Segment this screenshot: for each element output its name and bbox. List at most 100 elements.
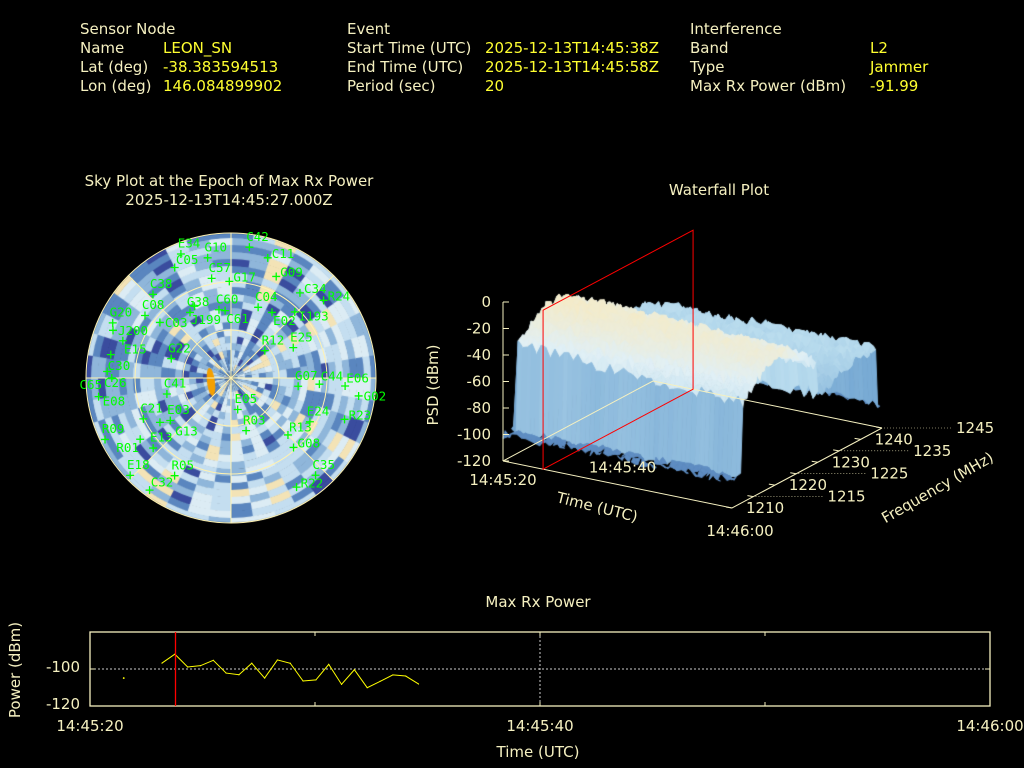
- satellite-label: C42: [246, 229, 269, 244]
- satellite-label: E06: [346, 370, 369, 385]
- power-data-point: [379, 680, 381, 682]
- satellite-c21: C21: [139, 401, 163, 423]
- satellite-c34: C34: [295, 281, 327, 297]
- satellite-j199: J199: [190, 302, 221, 327]
- satellite-c44: C44: [315, 369, 343, 389]
- satellite-c35: C35: [311, 457, 335, 480]
- satellite-c05: C05: [170, 252, 198, 272]
- satellite-g22: G22: [167, 340, 191, 363]
- satellite-plus-icon: [149, 444, 158, 453]
- satellite-label: R13: [289, 419, 312, 434]
- waterfall-xlabel: Time (UTC): [554, 488, 640, 526]
- satellite-plus-icon: [290, 307, 299, 316]
- satellite-c61: C61: [221, 306, 249, 326]
- satellite-plus-icon: [155, 418, 164, 427]
- satellite-label: E08: [103, 393, 126, 408]
- y-tick-label: 1225: [870, 465, 908, 483]
- satellite-label: R24: [328, 289, 351, 304]
- event-title: Event: [347, 20, 390, 38]
- power-data-point: [276, 659, 279, 661]
- type-label: Type: [689, 58, 724, 76]
- x-tick-label: 14:46:00: [706, 522, 773, 540]
- satellite-r13: R13: [283, 419, 312, 439]
- satellite-label: J200: [118, 323, 148, 338]
- power-data-point: [238, 674, 240, 676]
- power-value: -91.99: [870, 77, 918, 95]
- satellite-g20: G20: [108, 305, 132, 327]
- satellite-e24: E24: [305, 403, 330, 426]
- satellite-label: G02: [364, 388, 387, 403]
- header-event: Event Start Time (UTC) 2025-12-13T14:45:…: [347, 20, 659, 95]
- satellite-plus-icon: [289, 343, 298, 352]
- satellite-label: G09: [280, 265, 303, 280]
- band-label: Band: [690, 39, 729, 57]
- satellite-label: I193: [299, 309, 329, 324]
- satellite-label: E24: [307, 403, 330, 418]
- type-value: Jammer: [869, 58, 929, 76]
- lon-value: 146.084899902: [163, 77, 282, 95]
- power-data-point: [289, 662, 291, 664]
- power-data-point: [353, 669, 355, 671]
- power-data-point: [315, 679, 317, 681]
- power-data-point: [340, 683, 343, 685]
- satellite-g02: G02: [354, 388, 387, 403]
- power-chart-title: Max Rx Power: [485, 593, 591, 611]
- satellite-e06: E06: [341, 370, 369, 390]
- satellite-e15: E15: [118, 336, 147, 356]
- y-tick-label: -120: [46, 695, 80, 713]
- satellite-g38: G38: [186, 294, 210, 317]
- satellite-plus-icon: [136, 435, 145, 444]
- satellite-plus-icon: [319, 296, 328, 305]
- satellite-r03: R03: [242, 412, 266, 435]
- satellite-label: G38: [187, 294, 210, 309]
- satellite-plus-icon: [162, 389, 171, 398]
- satellite-plus-icon: [148, 290, 157, 299]
- azimuth-line: [128, 275, 334, 481]
- satellite-plus-icon: [245, 243, 254, 252]
- satellite-j200: J200: [108, 323, 148, 338]
- satellite-label: G17: [233, 270, 256, 285]
- header-interference: Interference Band L2 Type Jammer Max Rx …: [689, 20, 929, 95]
- y-tick-label: 1220: [789, 476, 827, 494]
- satellite-label: E25: [290, 329, 313, 344]
- satellite-label: R03: [243, 412, 266, 427]
- satellite-e25: E25: [289, 329, 313, 352]
- power-data-point: [366, 687, 368, 689]
- satellite-label: C30: [108, 358, 131, 373]
- y-tick: [811, 460, 818, 463]
- power-data-point: [264, 677, 266, 679]
- satellite-plus-icon: [283, 430, 292, 439]
- satellite-g10: G10: [203, 239, 227, 262]
- satellite-c42: C42: [245, 229, 269, 252]
- power-data-point: [225, 672, 227, 674]
- satellite-plus-icon: [103, 367, 112, 376]
- satellite-g09: G09: [272, 265, 303, 281]
- satellite-e02: E02: [267, 308, 296, 328]
- satellite-plus-icon: [106, 350, 115, 359]
- satellite-label: G07: [295, 368, 318, 383]
- skyplot-title: Sky Plot at the Epoch of Max Rx Power: [85, 172, 375, 190]
- satellite-label: G08: [298, 436, 321, 451]
- satellite-label: G22: [168, 340, 191, 355]
- satellite-label: E13: [150, 430, 173, 445]
- x-tick-label: 14:46:00: [956, 717, 1023, 735]
- satellite-plus-icon: [170, 471, 179, 480]
- satellite-plus-icon: [140, 311, 149, 320]
- satellite-c03: C03: [155, 315, 187, 330]
- z-tick-label: 0: [481, 293, 491, 311]
- skyplot-subtitle: 2025-12-13T14:45:27.000Z: [125, 191, 332, 209]
- satellite-r22: R22: [292, 475, 323, 492]
- satellite-e08: E08: [94, 392, 126, 408]
- satellite-g13: G13: [155, 418, 198, 438]
- satellite-plus-icon: [233, 405, 242, 414]
- satellite-label: J199: [191, 312, 221, 327]
- satellite-label: C08: [142, 297, 165, 312]
- satellite-label: E02: [273, 313, 296, 328]
- y-tick-label: 1230: [832, 453, 870, 471]
- waterfall-zlabel: PSD (dBm): [424, 344, 442, 425]
- satellite-label: G13: [175, 423, 198, 438]
- satellite-c04: C04: [254, 289, 278, 312]
- satellite-label: E15: [124, 341, 147, 356]
- power-data-point: [302, 680, 304, 682]
